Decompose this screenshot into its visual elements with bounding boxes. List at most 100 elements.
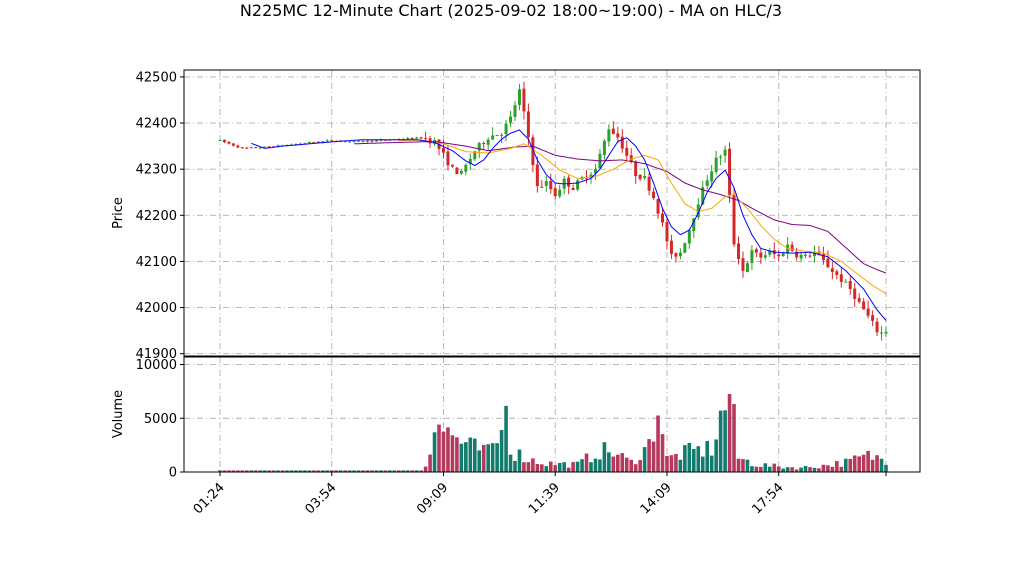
volume-bar bbox=[638, 460, 642, 472]
candle-body bbox=[276, 145, 280, 147]
candle-body bbox=[446, 151, 450, 166]
volume-bar bbox=[477, 450, 482, 472]
candle-body bbox=[303, 143, 307, 145]
x-tick-label: 03:54 bbox=[302, 480, 339, 517]
volume-bar bbox=[669, 455, 674, 472]
candle-body bbox=[634, 161, 638, 177]
volume-bar bbox=[736, 458, 741, 472]
candle-body bbox=[799, 254, 803, 259]
volume-bar bbox=[392, 470, 397, 472]
volume-bar bbox=[696, 446, 701, 472]
candle-body bbox=[415, 137, 419, 139]
volume-bar bbox=[522, 462, 526, 472]
candle-body bbox=[710, 171, 714, 182]
volume-bar bbox=[602, 442, 607, 472]
candle-body bbox=[728, 148, 732, 195]
candle-body bbox=[535, 164, 539, 187]
volume-bar bbox=[540, 464, 544, 472]
volume-bar bbox=[580, 459, 584, 472]
candle-body bbox=[683, 243, 687, 253]
volume-bar bbox=[316, 470, 321, 472]
volume-bar bbox=[365, 470, 370, 472]
price-panel-frame bbox=[183, 69, 921, 357]
candle-body bbox=[227, 141, 231, 144]
candle-body bbox=[808, 255, 812, 257]
chart-title: N225MC 12-Minute Chart (2025-09-02 18:00… bbox=[240, 1, 782, 20]
volume-tick-label: 0 bbox=[169, 466, 177, 481]
candle-body bbox=[352, 140, 356, 142]
volume-bar bbox=[236, 470, 240, 472]
volume-bar bbox=[866, 450, 870, 472]
candle-body bbox=[812, 251, 816, 257]
volume-bar bbox=[419, 470, 423, 472]
candle-body bbox=[790, 244, 794, 251]
candle-body bbox=[853, 288, 857, 299]
candle-body bbox=[674, 253, 678, 257]
volume-bar bbox=[620, 453, 625, 472]
candle-body bbox=[745, 263, 749, 273]
volume-bar bbox=[289, 470, 294, 472]
candle-body bbox=[464, 164, 468, 172]
volume-bar bbox=[325, 470, 330, 472]
volume-bar bbox=[808, 467, 812, 472]
volume-bar bbox=[593, 458, 598, 472]
candle-body bbox=[509, 116, 513, 123]
x-tick-label: 01:24 bbox=[191, 480, 228, 517]
candle-body bbox=[880, 332, 884, 334]
volume-bar bbox=[222, 470, 227, 472]
candle-body bbox=[866, 308, 870, 316]
volume-bar bbox=[401, 470, 406, 472]
price-tick-label: 42100 bbox=[136, 255, 177, 270]
candle-body bbox=[602, 140, 606, 156]
candle-body bbox=[857, 298, 861, 302]
volume-bar bbox=[499, 430, 504, 472]
candle-body bbox=[719, 156, 723, 158]
volume-bar bbox=[772, 463, 777, 472]
volume-bar bbox=[785, 467, 790, 472]
volume-bar bbox=[240, 470, 245, 472]
volume-bar bbox=[455, 437, 459, 472]
volume-bar bbox=[767, 466, 772, 472]
candle-body bbox=[701, 187, 705, 205]
volume-bar bbox=[812, 467, 817, 472]
candle-body bbox=[571, 187, 575, 191]
volume-bar bbox=[718, 410, 723, 472]
volume-bar bbox=[548, 461, 553, 472]
candle-body bbox=[249, 147, 253, 149]
candle-body bbox=[321, 141, 325, 143]
candle-body bbox=[625, 147, 629, 156]
candle-body bbox=[245, 147, 249, 149]
candle-body bbox=[830, 268, 834, 272]
ma-fast-line bbox=[251, 129, 887, 321]
candle-body bbox=[459, 170, 463, 174]
volume-bar bbox=[566, 467, 571, 472]
volume-bar bbox=[343, 470, 347, 472]
volume-bar bbox=[776, 466, 781, 472]
candle-body bbox=[723, 149, 727, 156]
volume-bar bbox=[388, 470, 392, 472]
candle-body bbox=[714, 157, 718, 172]
volume-bar bbox=[861, 454, 866, 472]
candle-body bbox=[768, 250, 772, 255]
candle-body bbox=[406, 138, 410, 140]
candle-body bbox=[795, 251, 799, 258]
candle-body bbox=[258, 147, 262, 149]
volume-bar bbox=[571, 462, 575, 472]
volume-bar bbox=[642, 447, 647, 472]
volume-bar bbox=[396, 470, 401, 472]
candle-body bbox=[424, 138, 428, 140]
price-tick-label: 42300 bbox=[136, 163, 177, 178]
volume-bar bbox=[446, 427, 450, 472]
volume-bar bbox=[312, 470, 316, 472]
candle-body bbox=[763, 255, 767, 258]
candle-body bbox=[777, 254, 781, 257]
volume-bar bbox=[508, 454, 513, 472]
volume-bar bbox=[705, 441, 710, 472]
x-tick-label: 14:09 bbox=[638, 480, 675, 517]
candle-body bbox=[616, 133, 620, 138]
candle-body bbox=[370, 140, 374, 142]
volume-bar bbox=[879, 458, 884, 472]
candle-body bbox=[647, 176, 651, 191]
candle-body bbox=[455, 167, 459, 175]
candle-body bbox=[611, 128, 615, 134]
